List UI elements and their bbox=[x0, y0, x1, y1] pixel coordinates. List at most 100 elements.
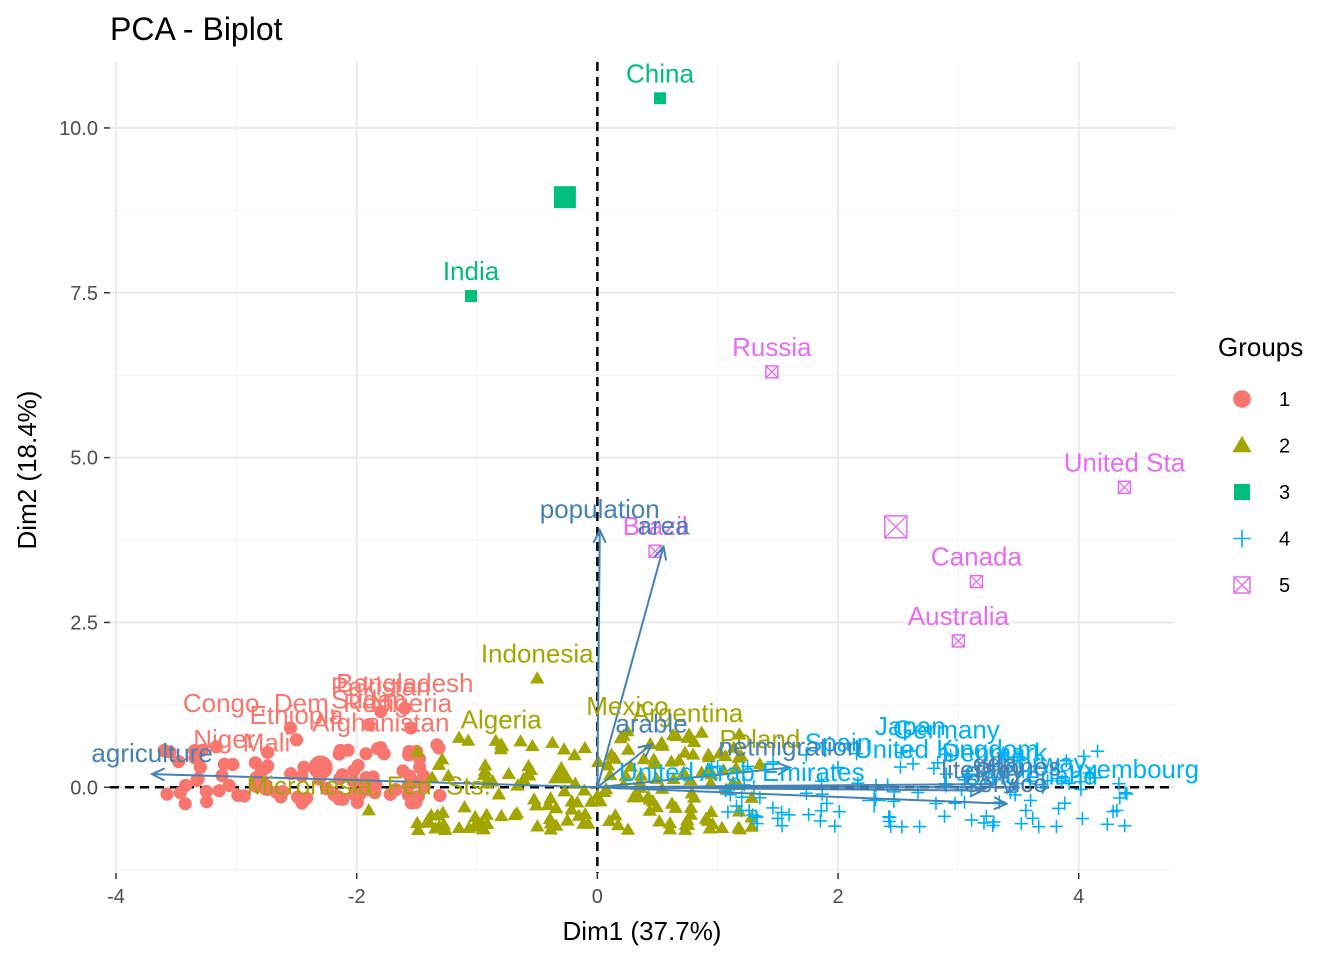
point-label: United Arab Emirates bbox=[619, 757, 865, 787]
variable-label: arable bbox=[615, 708, 687, 738]
cloud-point bbox=[774, 805, 789, 820]
cloud-point bbox=[929, 796, 943, 811]
point-marker bbox=[939, 767, 953, 781]
cloud-point bbox=[694, 725, 709, 738]
cloud-point bbox=[332, 747, 346, 761]
x-tick-label: 4 bbox=[1073, 886, 1084, 908]
cloud-point bbox=[1090, 744, 1105, 758]
variable-label: population bbox=[540, 494, 660, 524]
variable-arrow bbox=[596, 743, 653, 789]
cloud-point bbox=[678, 822, 693, 835]
cloud-point bbox=[1027, 759, 1042, 773]
cloud-point bbox=[1088, 771, 1102, 785]
point-label: Sudan bbox=[331, 685, 406, 715]
cloud-point bbox=[712, 746, 727, 759]
centroid-marker-d2 bbox=[884, 515, 908, 539]
cloud-point bbox=[403, 769, 417, 783]
point-marker bbox=[987, 770, 1002, 784]
legend: Groups 1 2 3 4 5 bbox=[1218, 332, 1303, 597]
y-tick-label: 7.5 bbox=[70, 283, 98, 305]
legend-label: 1 bbox=[1279, 389, 1290, 411]
point-marker bbox=[1036, 780, 1050, 794]
x-axis: -4 -2 0 2 4 bbox=[107, 873, 1084, 908]
cloud-point bbox=[501, 766, 516, 780]
cloud-point bbox=[1118, 786, 1132, 800]
cloud-point bbox=[711, 759, 725, 773]
cloud-point bbox=[665, 727, 681, 741]
cloud-point bbox=[750, 816, 764, 831]
cloud-point bbox=[714, 820, 730, 834]
cloud-point bbox=[828, 819, 842, 833]
cloud-point bbox=[700, 813, 716, 826]
cloud-point bbox=[347, 787, 362, 802]
cloud-point bbox=[556, 742, 572, 755]
cloud-point bbox=[336, 792, 350, 806]
cloud-point bbox=[461, 820, 477, 834]
cloud-point bbox=[435, 805, 450, 818]
point-marker bbox=[530, 671, 545, 684]
cloud-point bbox=[389, 783, 403, 797]
point-label: Canada bbox=[931, 542, 1023, 572]
point-marker bbox=[259, 760, 274, 775]
variable-arrows bbox=[149, 527, 1021, 811]
cloud-point bbox=[895, 820, 909, 834]
legend-key-5-d2 bbox=[1233, 576, 1251, 594]
cloud-point bbox=[513, 734, 528, 747]
point-label: Poland bbox=[719, 724, 800, 754]
cloud-point bbox=[1016, 764, 1030, 779]
point-label: Ethiopia bbox=[250, 700, 344, 730]
cloud-point bbox=[410, 744, 425, 757]
cloud-point bbox=[820, 796, 834, 811]
variable-arrowhead bbox=[149, 767, 166, 782]
point-marker bbox=[752, 757, 768, 770]
cloud-point bbox=[269, 785, 284, 799]
variable-arrowhead bbox=[969, 783, 985, 798]
point-label: Japan bbox=[875, 711, 946, 741]
cloud-point bbox=[602, 813, 617, 826]
cloud-point bbox=[1100, 817, 1114, 831]
point-labels: China India Russia United Sta Brazil Canada Au… bbox=[183, 58, 1199, 800]
cloud-point bbox=[676, 765, 691, 778]
point-marker-d2 bbox=[951, 634, 965, 648]
cloud-point bbox=[893, 760, 908, 774]
point-marker-d2 bbox=[969, 575, 983, 589]
cloud-point bbox=[985, 757, 1000, 771]
cloud-point bbox=[1000, 768, 1014, 782]
point-marker-d2 bbox=[765, 365, 779, 379]
cloud-point bbox=[179, 778, 193, 792]
y-tick-label: 10.0 bbox=[59, 118, 98, 140]
variable-label: phones bbox=[976, 751, 1061, 781]
point-marker bbox=[361, 803, 376, 816]
cloud-point bbox=[441, 768, 456, 782]
point-marker bbox=[362, 718, 376, 732]
point-marker bbox=[283, 721, 298, 735]
cloud-point bbox=[832, 805, 846, 819]
cloud-point bbox=[729, 799, 744, 813]
cloud-point bbox=[530, 819, 545, 832]
variable-label: netmigration bbox=[718, 732, 861, 762]
cloud-point bbox=[401, 748, 416, 762]
cloud-point bbox=[509, 806, 525, 819]
x-tick-label: 2 bbox=[832, 886, 843, 908]
point-label: Mexico bbox=[586, 691, 668, 721]
cloud-point bbox=[479, 816, 495, 830]
point-marker bbox=[374, 741, 388, 755]
cloud-point bbox=[1062, 776, 1076, 790]
cloud-point bbox=[668, 800, 683, 813]
point-label: Russia bbox=[732, 332, 812, 362]
point-marker bbox=[465, 290, 478, 303]
cloud-point bbox=[666, 771, 681, 785]
point-marker-d2 bbox=[1117, 480, 1131, 494]
cloud-point bbox=[557, 784, 572, 797]
cloud-point bbox=[996, 746, 1010, 760]
centroid-marker bbox=[862, 788, 887, 813]
cloud-point bbox=[732, 727, 747, 740]
point-marker-box bbox=[765, 365, 779, 379]
cloud-point bbox=[683, 772, 698, 786]
cloud-point bbox=[209, 740, 223, 754]
legend-key-5-box bbox=[1233, 576, 1251, 594]
point-label: Switzerland bbox=[963, 760, 1097, 790]
cloud-point bbox=[249, 779, 263, 793]
cloud-point bbox=[979, 809, 993, 823]
cloud-point bbox=[959, 770, 973, 784]
